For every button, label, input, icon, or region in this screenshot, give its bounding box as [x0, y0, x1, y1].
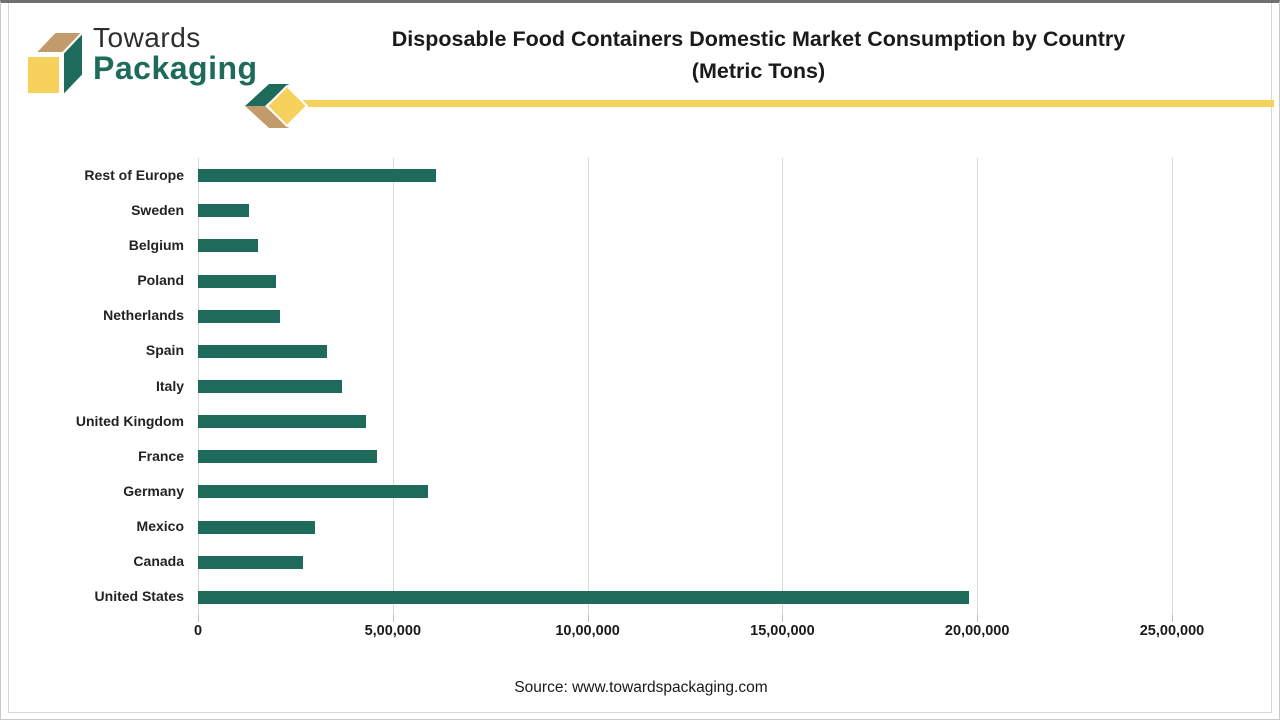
x-tick-mark [977, 615, 979, 622]
divider-line [297, 100, 1274, 107]
logo-word-towards: Towards [93, 22, 201, 53]
x-tick-mark [1172, 615, 1173, 622]
x-tick-mark [198, 615, 199, 622]
logo-word-packaging: Packaging [93, 50, 258, 87]
bar [198, 274, 276, 288]
x-tick-mark [782, 615, 784, 622]
gridline [587, 158, 589, 615]
bar [198, 344, 327, 358]
bar [198, 590, 970, 604]
category-label: Spain [145, 342, 184, 359]
category-label: Canada [133, 553, 184, 570]
bar [198, 450, 378, 464]
category-label: Belgium [128, 236, 184, 253]
gridline [392, 158, 394, 615]
logo-wordmark: Towards Packaging [93, 23, 258, 86]
category-label: Germany [123, 482, 184, 499]
category-label: United Kingdom [75, 412, 184, 429]
chart-title-line2: (Metric Tons) [691, 59, 826, 84]
bar [198, 415, 366, 429]
chart-title-line1: Disposable Food Containers Domestic Mark… [391, 27, 1126, 51]
category-label: Netherlands [103, 307, 184, 324]
x-tick-label: 25,00,000 [1139, 623, 1205, 639]
category-label: United States [94, 588, 184, 605]
bar [198, 485, 428, 499]
value-axis: 0 5,00,000 10,00,000 15,00,000 20,00,000 25,0… [194, 623, 1204, 647]
x-tick-mark [392, 615, 394, 622]
category-label: Mexico [136, 518, 184, 535]
towards-packaging-logo: Towards Packaging [15, 17, 257, 101]
category-label: Italy [155, 377, 184, 394]
bar [198, 239, 259, 253]
gridline [977, 158, 979, 615]
gridline [1172, 158, 1173, 615]
bar [198, 309, 280, 323]
x-tick-label: 15,00,000 [750, 623, 815, 639]
category-label: Rest of Europe [84, 166, 184, 183]
bar [198, 169, 436, 183]
x-tick-label: 20,00,000 [944, 623, 1010, 639]
bar-chart: Rest of Europe Sweden Belgium Poland Netherl… [1, 158, 1279, 622]
category-label: Poland [137, 272, 184, 289]
category-label: France [138, 447, 184, 464]
gridline [782, 158, 784, 615]
bar [198, 520, 315, 534]
plot-area [198, 158, 1173, 622]
cube-logo-icon [26, 30, 83, 99]
x-tick-mark [587, 615, 589, 622]
divider-arrow-icon [245, 84, 309, 128]
bar [198, 380, 343, 393]
bar [198, 204, 249, 218]
source-text: Source: www.towardspackaging.com [514, 679, 768, 696]
category-label: Sweden [131, 201, 184, 218]
x-tick-label: 0 [193, 623, 203, 639]
x-tick-label: 5,00,000 [364, 623, 422, 639]
bar [198, 555, 304, 569]
x-tick-label: 10,00,000 [555, 623, 620, 639]
chart-title: Disposable Food Containers Domestic Mark… [256, 23, 1261, 88]
category-axis: Rest of Europe Sweden Belgium Poland Netherl… [1, 158, 184, 615]
